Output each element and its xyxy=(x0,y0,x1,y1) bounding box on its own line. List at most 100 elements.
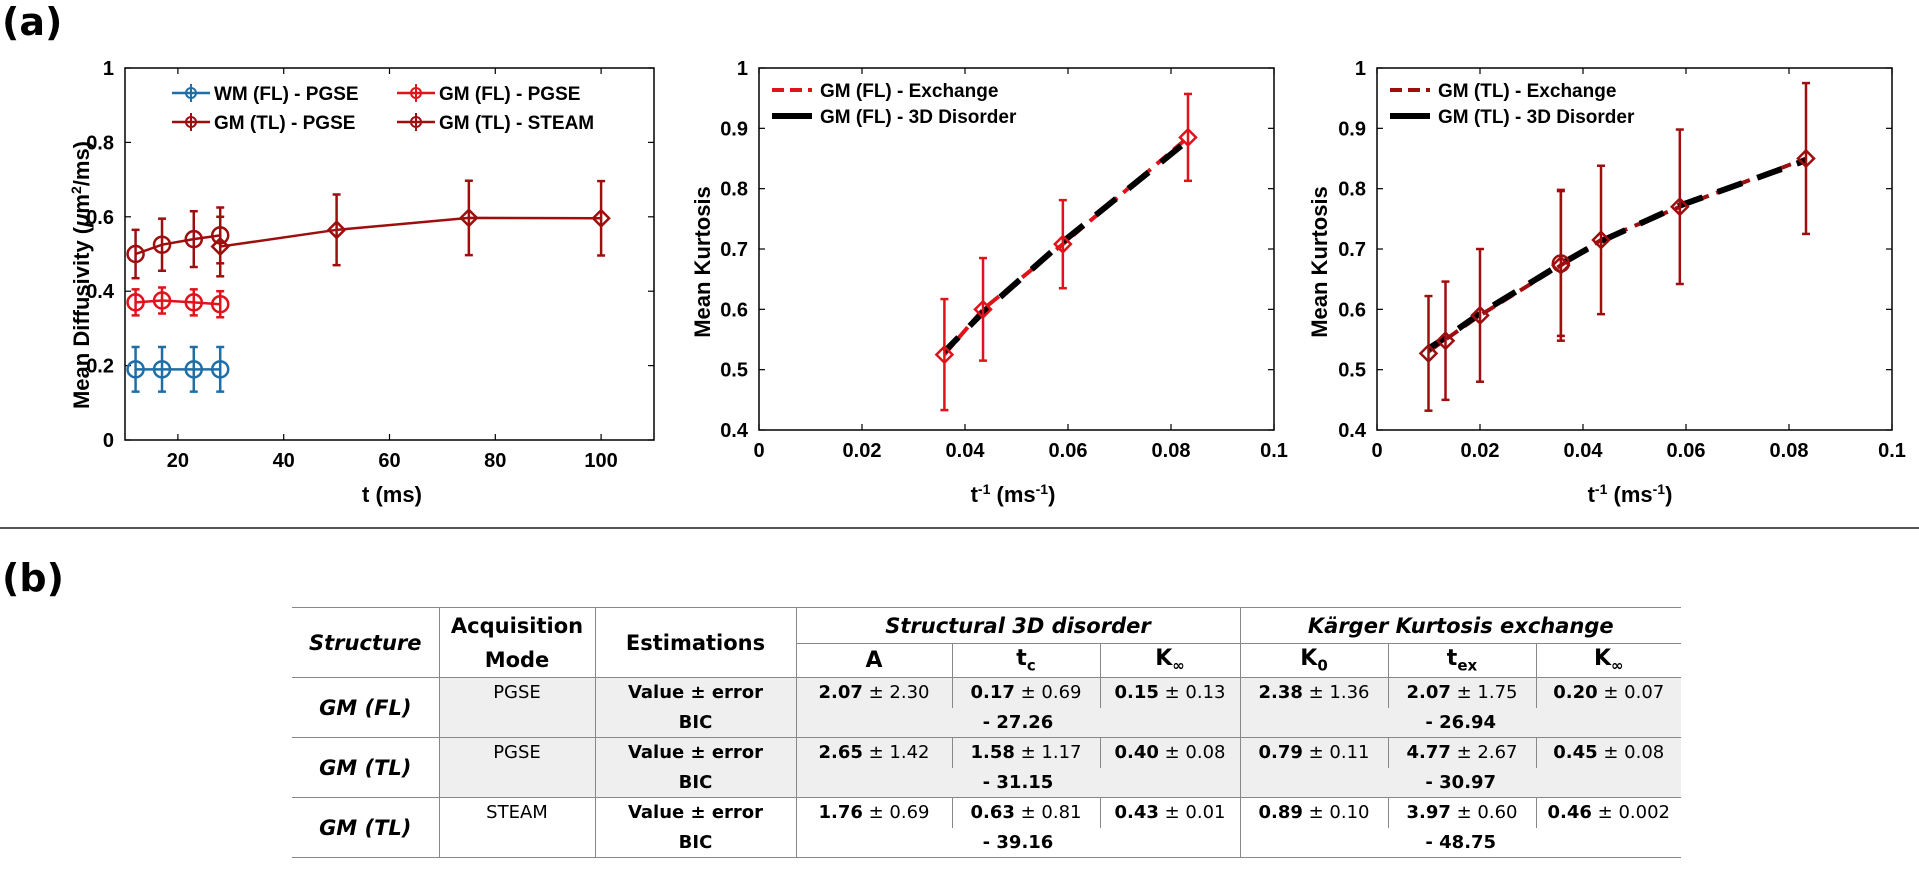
chart2-data xyxy=(934,92,1198,412)
series-line xyxy=(220,216,602,248)
legend-label: GM (FL) - PGSE xyxy=(439,84,580,105)
header-A: A xyxy=(796,643,953,678)
row-estimation-bic: BIC xyxy=(595,767,797,798)
header-estimations: Estimations xyxy=(595,607,797,678)
header-k0: K0 xyxy=(1240,643,1389,678)
data-point xyxy=(1418,343,1439,364)
figure-plots: t (ms) Mean Diffusivity (μm2/ms) t-1 (ms… xyxy=(68,58,1906,507)
data-point xyxy=(459,208,479,228)
fit-line-exchange xyxy=(1427,156,1807,354)
x-tick-label: 20 xyxy=(167,450,189,472)
cell-A: 2.07 ± 2.30 xyxy=(796,677,953,708)
data-point xyxy=(126,360,145,379)
data-point xyxy=(1053,234,1073,254)
header-tc: tc xyxy=(952,643,1101,678)
chart3-legend: GM (TL) - Exchange GM (TL) - 3D Disorder xyxy=(1390,81,1635,128)
table-row: GM (TL) STEAM Value ± error 1.76 ± 0.69 … xyxy=(292,797,1681,858)
row-mode: PGSE xyxy=(439,677,596,738)
data-point xyxy=(1178,127,1198,148)
cell-kinf-disorder: 0.40 ± 0.08 xyxy=(1100,737,1241,768)
cell-A: 2.65 ± 1.42 xyxy=(796,737,953,768)
x-tick-label: 0.06 xyxy=(1667,440,1706,462)
cell-tc: 0.63 ± 0.81 xyxy=(952,797,1101,828)
y-tick-label: 0.4 xyxy=(86,281,115,303)
cell-k0: 0.89 ± 0.10 xyxy=(1240,797,1389,828)
row-mode: PGSE xyxy=(439,737,596,798)
chart3-xlabel: t-1 (ms-1) xyxy=(1588,481,1673,507)
x-tick-label: 100 xyxy=(584,450,617,472)
legend-marker xyxy=(410,116,422,128)
x-tick-label: 0 xyxy=(753,440,764,462)
y-tick-label: 0.5 xyxy=(1338,360,1366,382)
fit-line-3d-disorder xyxy=(1426,157,1808,352)
header-tex: tex xyxy=(1388,643,1537,678)
x-tick-label: 0.08 xyxy=(1770,440,1809,462)
chart2-legend: GM (FL) - Exchange GM (FL) - 3D Disorder xyxy=(772,81,1017,128)
header-structural-disorder: Structural 3D disorder xyxy=(796,607,1241,644)
x-tick-label: 0.1 xyxy=(1260,440,1288,462)
y-tick-label: 1 xyxy=(737,58,748,80)
y-tick-label: 0.5 xyxy=(720,360,748,382)
chart1-ylabel: Mean Diffusivity (μm2/ms) xyxy=(68,141,94,409)
table-row-bic: BIC - 39.16 - 48.75 xyxy=(292,827,1681,858)
fit-line-3d-disorder xyxy=(942,138,1190,354)
row-estimation-bic: BIC xyxy=(595,827,797,858)
legend-marker xyxy=(410,87,422,99)
cell-bic-disorder: - 27.26 xyxy=(796,707,1241,738)
data-point xyxy=(152,235,172,254)
cell-kinf-exchange: 0.20 ± 0.07 xyxy=(1536,677,1681,708)
table-subheader-row: A tc K∞ K0 tex K∞ xyxy=(292,643,1681,678)
legend-label: GM (TL) - Exchange xyxy=(1438,81,1616,102)
data-point-alt xyxy=(1551,254,1571,273)
row-structure: GM (TL) xyxy=(292,737,440,798)
data-point xyxy=(184,293,204,312)
cell-bic-exchange: - 48.75 xyxy=(1240,827,1681,858)
chart1-legend: WM (FL) - PGSE GM (FL) - PGSE GM (TL) - PG… xyxy=(172,84,594,134)
legend-label: GM (TL) - 3D Disorder xyxy=(1438,107,1635,128)
data-point xyxy=(184,360,204,379)
y-tick-label: 0.4 xyxy=(1338,420,1367,442)
row-structure: GM (FL) xyxy=(292,677,440,738)
row-estimation-value: Value ± error xyxy=(595,737,797,768)
data-point xyxy=(152,360,172,379)
chart1-axis-labels: t (ms) Mean Diffusivity (μm2/ms) xyxy=(68,141,422,507)
x-tick-label: 0.08 xyxy=(1152,440,1191,462)
cell-kinf-exchange: 0.45 ± 0.08 xyxy=(1536,737,1681,768)
data-point xyxy=(1435,330,1456,351)
cell-k0: 0.79 ± 0.11 xyxy=(1240,737,1389,768)
panel-label-b: (b) xyxy=(2,556,64,600)
cell-tex: 2.07 ± 1.75 xyxy=(1388,677,1537,708)
data-point xyxy=(1796,148,1816,169)
data-point xyxy=(184,229,204,249)
y-tick-label: 0.6 xyxy=(720,299,748,321)
chart2-axes: 0 0.02 0.04 0.06 0.08 0.1 0.4 0.5 0.6 0.7 0.8 0.9 1 xyxy=(720,58,1288,462)
x-tick-label: 60 xyxy=(378,450,400,472)
cell-bic-disorder: - 31.15 xyxy=(796,767,1241,798)
header-karger-exchange: Kärger Kurtosis exchange xyxy=(1240,607,1681,644)
cell-kinf-disorder: 0.15 ± 0.13 xyxy=(1100,677,1241,708)
data-point xyxy=(126,244,145,264)
row-estimation-bic: BIC xyxy=(595,707,797,738)
cell-bic-exchange: - 30.97 xyxy=(1240,767,1681,798)
data-point xyxy=(1591,230,1611,250)
data-point xyxy=(973,299,993,320)
panel-label-a: (a) xyxy=(2,0,63,44)
data-point xyxy=(210,294,230,314)
cell-bic-exchange: - 26.94 xyxy=(1240,707,1681,738)
data-point xyxy=(591,208,611,229)
table-row-bic: BIC - 31.15 - 30.97 xyxy=(292,767,1681,798)
legend-label: GM (FL) - 3D Disorder xyxy=(820,107,1017,128)
section-divider xyxy=(0,527,1919,529)
header-kinf-exchange: K∞ xyxy=(1536,643,1681,678)
y-tick-label: 0.8 xyxy=(86,132,114,154)
chart3-data xyxy=(1418,81,1816,412)
cell-tex: 4.77 ± 2.67 xyxy=(1388,737,1537,768)
y-tick-label: 0.6 xyxy=(86,207,114,229)
y-tick-label: 0.8 xyxy=(720,179,748,201)
results-table: Structure Acquisition Mode Estimations St… xyxy=(292,607,1681,858)
cell-bic-disorder: - 39.16 xyxy=(796,827,1241,858)
cell-kinf-exchange: 0.46 ± 0.002 xyxy=(1547,802,1671,824)
table-row: GM (FL) PGSE Value ± error 2.07 ± 2.30 0… xyxy=(292,677,1681,738)
data-point xyxy=(126,293,145,312)
chart2-ylabel: Mean Kurtosis xyxy=(690,186,715,338)
